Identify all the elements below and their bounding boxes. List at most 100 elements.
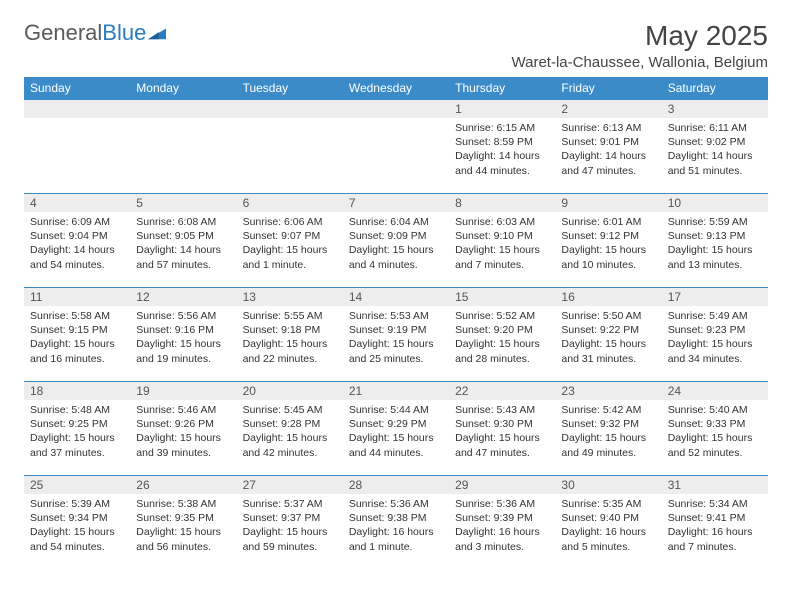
- day-line: Daylight: 15 hours: [668, 243, 762, 257]
- day-line: Sunrise: 6:06 AM: [243, 215, 337, 229]
- day-line: and 47 minutes.: [455, 446, 549, 460]
- day-line: Sunset: 9:32 PM: [561, 417, 655, 431]
- calendar-day-cell: 26Sunrise: 5:38 AMSunset: 9:35 PMDayligh…: [130, 476, 236, 570]
- day-number: 7: [343, 194, 449, 212]
- day-content: Sunrise: 6:08 AMSunset: 9:05 PMDaylight:…: [130, 212, 236, 275]
- day-content: Sunrise: 6:15 AMSunset: 8:59 PMDaylight:…: [449, 118, 555, 181]
- day-line: Sunrise: 5:49 AM: [668, 309, 762, 323]
- day-content: Sunrise: 5:36 AMSunset: 9:39 PMDaylight:…: [449, 494, 555, 557]
- day-content: Sunrise: 5:56 AMSunset: 9:16 PMDaylight:…: [130, 306, 236, 369]
- day-content: Sunrise: 5:43 AMSunset: 9:30 PMDaylight:…: [449, 400, 555, 463]
- weekday-header: Thursday: [449, 77, 555, 100]
- day-line: and 47 minutes.: [561, 164, 655, 178]
- day-line: Sunset: 9:16 PM: [136, 323, 230, 337]
- calendar-day-cell: [343, 100, 449, 194]
- day-line: and 51 minutes.: [668, 164, 762, 178]
- day-line: Sunset: 9:12 PM: [561, 229, 655, 243]
- day-line: Sunset: 9:41 PM: [668, 511, 762, 525]
- calendar-day-cell: 29Sunrise: 5:36 AMSunset: 9:39 PMDayligh…: [449, 476, 555, 570]
- day-content: Sunrise: 5:59 AMSunset: 9:13 PMDaylight:…: [662, 212, 768, 275]
- calendar-week-row: 25Sunrise: 5:39 AMSunset: 9:34 PMDayligh…: [24, 476, 768, 570]
- day-line: Daylight: 15 hours: [243, 431, 337, 445]
- day-line: Sunrise: 5:37 AM: [243, 497, 337, 511]
- day-line: Sunset: 9:07 PM: [243, 229, 337, 243]
- day-number: 28: [343, 476, 449, 494]
- calendar-day-cell: 8Sunrise: 6:03 AMSunset: 9:10 PMDaylight…: [449, 194, 555, 288]
- day-line: Daylight: 15 hours: [349, 337, 443, 351]
- day-line: and 13 minutes.: [668, 258, 762, 272]
- day-number: 1: [449, 100, 555, 118]
- day-line: Sunrise: 5:45 AM: [243, 403, 337, 417]
- day-line: Sunset: 9:40 PM: [561, 511, 655, 525]
- day-content: Sunrise: 6:01 AMSunset: 9:12 PMDaylight:…: [555, 212, 661, 275]
- day-content: Sunrise: 6:03 AMSunset: 9:10 PMDaylight:…: [449, 212, 555, 275]
- day-number: 26: [130, 476, 236, 494]
- day-number: 12: [130, 288, 236, 306]
- day-line: and 59 minutes.: [243, 540, 337, 554]
- day-line: Sunrise: 5:40 AM: [668, 403, 762, 417]
- day-content: Sunrise: 6:09 AMSunset: 9:04 PMDaylight:…: [24, 212, 130, 275]
- day-line: Sunrise: 5:59 AM: [668, 215, 762, 229]
- day-line: Sunrise: 6:04 AM: [349, 215, 443, 229]
- day-number: 27: [237, 476, 343, 494]
- weekday-header: Friday: [555, 77, 661, 100]
- weekday-header: Saturday: [662, 77, 768, 100]
- day-line: Sunrise: 5:44 AM: [349, 403, 443, 417]
- day-line: Daylight: 15 hours: [30, 525, 124, 539]
- day-number: [237, 100, 343, 118]
- day-content: Sunrise: 6:04 AMSunset: 9:09 PMDaylight:…: [343, 212, 449, 275]
- calendar-day-cell: 10Sunrise: 5:59 AMSunset: 9:13 PMDayligh…: [662, 194, 768, 288]
- day-line: Sunset: 9:13 PM: [668, 229, 762, 243]
- day-content: Sunrise: 5:39 AMSunset: 9:34 PMDaylight:…: [24, 494, 130, 557]
- day-line: and 39 minutes.: [136, 446, 230, 460]
- day-line: Sunrise: 5:58 AM: [30, 309, 124, 323]
- calendar-day-cell: 23Sunrise: 5:42 AMSunset: 9:32 PMDayligh…: [555, 382, 661, 476]
- weekday-header: Sunday: [24, 77, 130, 100]
- calendar-week-row: 11Sunrise: 5:58 AMSunset: 9:15 PMDayligh…: [24, 288, 768, 382]
- calendar-day-cell: 17Sunrise: 5:49 AMSunset: 9:23 PMDayligh…: [662, 288, 768, 382]
- day-line: and 49 minutes.: [561, 446, 655, 460]
- day-content: Sunrise: 5:38 AMSunset: 9:35 PMDaylight:…: [130, 494, 236, 557]
- day-content: Sunrise: 6:11 AMSunset: 9:02 PMDaylight:…: [662, 118, 768, 181]
- day-line: Sunrise: 5:39 AM: [30, 497, 124, 511]
- day-line: Sunset: 9:38 PM: [349, 511, 443, 525]
- day-number: 3: [662, 100, 768, 118]
- day-line: Sunrise: 5:50 AM: [561, 309, 655, 323]
- day-line: and 25 minutes.: [349, 352, 443, 366]
- weekday-header: Wednesday: [343, 77, 449, 100]
- day-number: 4: [24, 194, 130, 212]
- calendar-day-cell: 31Sunrise: 5:34 AMSunset: 9:41 PMDayligh…: [662, 476, 768, 570]
- day-line: Sunset: 9:28 PM: [243, 417, 337, 431]
- day-line: Sunrise: 5:38 AM: [136, 497, 230, 511]
- day-line: Sunrise: 5:52 AM: [455, 309, 549, 323]
- day-line: Sunset: 9:02 PM: [668, 135, 762, 149]
- day-line: Sunset: 9:20 PM: [455, 323, 549, 337]
- day-content: Sunrise: 5:40 AMSunset: 9:33 PMDaylight:…: [662, 400, 768, 463]
- day-line: Sunset: 8:59 PM: [455, 135, 549, 149]
- calendar-day-cell: 20Sunrise: 5:45 AMSunset: 9:28 PMDayligh…: [237, 382, 343, 476]
- calendar-day-cell: 4Sunrise: 6:09 AMSunset: 9:04 PMDaylight…: [24, 194, 130, 288]
- day-line: Sunrise: 5:35 AM: [561, 497, 655, 511]
- day-line: Sunrise: 5:36 AM: [349, 497, 443, 511]
- day-line: Daylight: 14 hours: [561, 149, 655, 163]
- day-line: Sunset: 9:37 PM: [243, 511, 337, 525]
- day-line: Sunrise: 5:48 AM: [30, 403, 124, 417]
- day-line: Sunset: 9:04 PM: [30, 229, 124, 243]
- day-line: Daylight: 15 hours: [243, 337, 337, 351]
- day-line: Sunset: 9:22 PM: [561, 323, 655, 337]
- day-content: Sunrise: 6:13 AMSunset: 9:01 PMDaylight:…: [555, 118, 661, 181]
- day-content: Sunrise: 5:50 AMSunset: 9:22 PMDaylight:…: [555, 306, 661, 369]
- calendar-day-cell: 19Sunrise: 5:46 AMSunset: 9:26 PMDayligh…: [130, 382, 236, 476]
- day-line: Sunset: 9:18 PM: [243, 323, 337, 337]
- day-line: Sunrise: 5:34 AM: [668, 497, 762, 511]
- day-number: 23: [555, 382, 661, 400]
- day-line: and 19 minutes.: [136, 352, 230, 366]
- logo-gray: General: [24, 20, 102, 45]
- day-line: Sunrise: 6:01 AM: [561, 215, 655, 229]
- day-line: and 22 minutes.: [243, 352, 337, 366]
- day-line: Daylight: 15 hours: [30, 431, 124, 445]
- day-content: Sunrise: 5:52 AMSunset: 9:20 PMDaylight:…: [449, 306, 555, 369]
- day-line: Sunset: 9:33 PM: [668, 417, 762, 431]
- day-line: and 54 minutes.: [30, 540, 124, 554]
- day-line: Daylight: 15 hours: [349, 431, 443, 445]
